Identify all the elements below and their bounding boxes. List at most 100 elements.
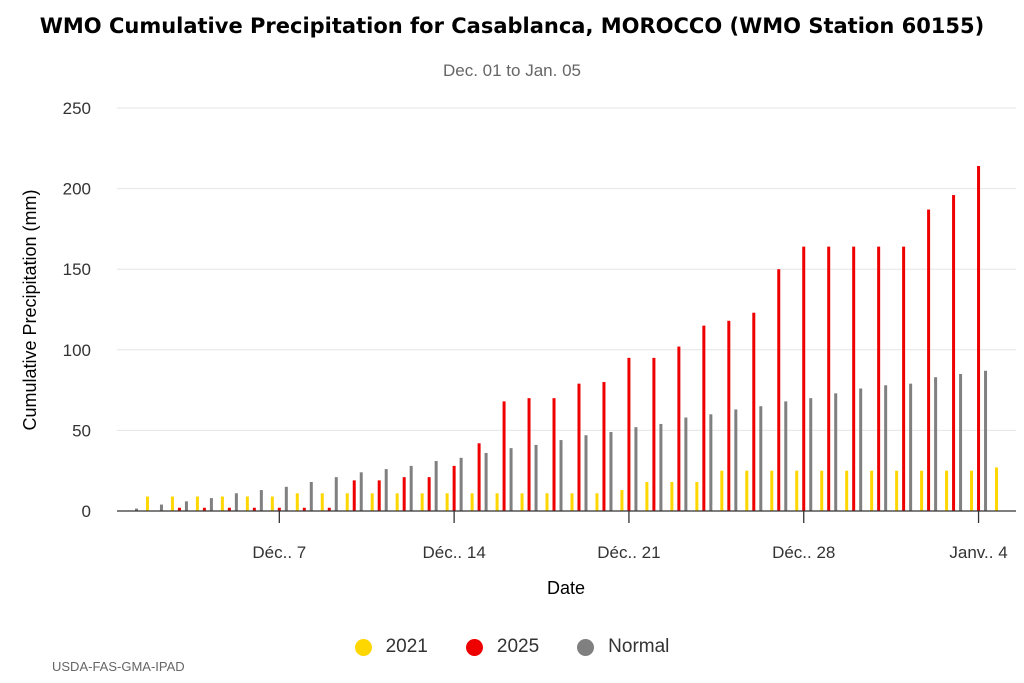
bar-2025-29[interactable] bbox=[827, 246, 831, 511]
bar-2021-28[interactable] bbox=[795, 470, 799, 511]
bar-2025-3[interactable] bbox=[177, 507, 181, 511]
bar-normal-23[interactable] bbox=[684, 417, 688, 511]
bar-2025-7[interactable] bbox=[277, 507, 281, 511]
bar-2025-19[interactable] bbox=[577, 383, 581, 511]
bar-2025-10[interactable] bbox=[352, 480, 356, 511]
bar-normal-31[interactable] bbox=[884, 385, 888, 511]
bar-normal-8[interactable] bbox=[309, 481, 313, 511]
bar-2021-8[interactable] bbox=[295, 493, 299, 511]
bar-2021-13[interactable] bbox=[420, 493, 424, 511]
bar-normal-14[interactable] bbox=[459, 457, 463, 511]
bar-2021-17[interactable] bbox=[520, 493, 524, 511]
bar-normal-13[interactable] bbox=[434, 461, 438, 511]
bar-normal-5[interactable] bbox=[234, 493, 238, 511]
bar-2021-31[interactable] bbox=[870, 470, 874, 511]
bar-normal-29[interactable] bbox=[834, 393, 838, 511]
bar-2025-14[interactable] bbox=[452, 465, 456, 511]
bar-normal-16[interactable] bbox=[509, 448, 513, 511]
bar-normal-7[interactable] bbox=[284, 486, 288, 511]
bar-2025-21[interactable] bbox=[627, 357, 631, 511]
bar-normal-20[interactable] bbox=[609, 432, 613, 511]
bar-2021-36[interactable] bbox=[995, 467, 999, 511]
bar-normal-12[interactable] bbox=[409, 465, 413, 511]
bar-2021-18[interactable] bbox=[545, 493, 549, 511]
bar-2021-5[interactable] bbox=[220, 496, 224, 511]
legend-item-2021[interactable]: 2021 bbox=[354, 636, 428, 658]
bar-2021-26[interactable] bbox=[745, 470, 749, 511]
bar-normal-33[interactable] bbox=[934, 377, 938, 511]
bar-normal-18[interactable] bbox=[559, 440, 563, 511]
bar-2025-16[interactable] bbox=[502, 401, 506, 511]
bar-normal-27[interactable] bbox=[784, 401, 788, 511]
bar-2025-24[interactable] bbox=[702, 325, 706, 511]
bar-normal-15[interactable] bbox=[484, 452, 488, 511]
legend-item-2025[interactable]: 2025 bbox=[465, 636, 539, 658]
bar-2021-9[interactable] bbox=[320, 493, 324, 511]
bar-2025-26[interactable] bbox=[752, 312, 756, 511]
bar-2025-31[interactable] bbox=[877, 246, 881, 511]
bar-normal-2[interactable] bbox=[159, 504, 163, 511]
bar-2021-2[interactable] bbox=[145, 496, 149, 511]
bar-normal-22[interactable] bbox=[659, 423, 663, 511]
bar-2021-25[interactable] bbox=[720, 470, 724, 511]
bar-normal-35[interactable] bbox=[984, 370, 988, 511]
legend-item-normal[interactable]: Normal bbox=[577, 636, 669, 658]
bar-2021-24[interactable] bbox=[695, 481, 699, 511]
bar-normal-28[interactable] bbox=[809, 398, 813, 511]
bar-normal-17[interactable] bbox=[534, 444, 538, 511]
bar-normal-24[interactable] bbox=[709, 414, 713, 511]
bar-2021-12[interactable] bbox=[395, 493, 399, 511]
bar-2025-5[interactable] bbox=[227, 507, 231, 511]
bar-2021-33[interactable] bbox=[920, 470, 924, 511]
bar-2025-25[interactable] bbox=[727, 320, 731, 511]
bar-2025-6[interactable] bbox=[252, 507, 256, 511]
bar-2021-7[interactable] bbox=[270, 496, 274, 511]
bar-normal-3[interactable] bbox=[184, 501, 188, 511]
bar-2021-23[interactable] bbox=[670, 481, 674, 511]
bar-2025-34[interactable] bbox=[952, 195, 956, 511]
bar-2021-27[interactable] bbox=[770, 470, 774, 511]
bar-2021-35[interactable] bbox=[970, 470, 974, 511]
bar-normal-9[interactable] bbox=[334, 477, 338, 511]
bar-2025-20[interactable] bbox=[602, 382, 606, 511]
bar-2025-11[interactable] bbox=[377, 480, 381, 511]
bar-normal-19[interactable] bbox=[584, 435, 588, 511]
bar-normal-11[interactable] bbox=[384, 469, 388, 511]
bar-2025-27[interactable] bbox=[777, 269, 781, 511]
bar-2021-14[interactable] bbox=[445, 493, 449, 511]
bar-normal-26[interactable] bbox=[759, 406, 763, 511]
bar-2025-17[interactable] bbox=[527, 398, 531, 511]
bar-2021-16[interactable] bbox=[495, 493, 499, 511]
bar-normal-1[interactable] bbox=[134, 508, 138, 511]
bar-2025-28[interactable] bbox=[802, 246, 806, 511]
bar-normal-30[interactable] bbox=[859, 388, 863, 511]
bar-normal-25[interactable] bbox=[734, 409, 738, 511]
bar-2021-11[interactable] bbox=[370, 493, 374, 511]
bar-normal-34[interactable] bbox=[959, 373, 963, 511]
bar-2021-19[interactable] bbox=[570, 493, 574, 511]
bar-normal-21[interactable] bbox=[634, 427, 638, 511]
bar-2025-15[interactable] bbox=[477, 443, 481, 511]
bar-normal-32[interactable] bbox=[909, 383, 913, 511]
bar-2021-3[interactable] bbox=[170, 496, 174, 511]
bar-2021-20[interactable] bbox=[595, 493, 599, 511]
bar-2021-21[interactable] bbox=[620, 490, 624, 511]
bar-2025-8[interactable] bbox=[302, 507, 306, 511]
bar-2025-33[interactable] bbox=[927, 209, 931, 511]
bar-2025-13[interactable] bbox=[427, 477, 431, 511]
bar-2025-9[interactable] bbox=[327, 507, 331, 511]
bar-2025-30[interactable] bbox=[852, 246, 856, 511]
bar-2021-4[interactable] bbox=[195, 496, 199, 511]
bar-2021-34[interactable] bbox=[945, 470, 949, 511]
bar-2025-18[interactable] bbox=[552, 398, 556, 511]
bar-2021-32[interactable] bbox=[895, 470, 899, 511]
bar-normal-10[interactable] bbox=[359, 472, 363, 511]
bar-normal-6[interactable] bbox=[259, 490, 263, 511]
bar-2025-32[interactable] bbox=[902, 246, 906, 511]
bar-2021-22[interactable] bbox=[645, 481, 649, 511]
bar-2025-23[interactable] bbox=[677, 346, 681, 511]
bar-2025-4[interactable] bbox=[202, 507, 206, 511]
bar-2025-22[interactable] bbox=[652, 357, 656, 511]
bar-normal-4[interactable] bbox=[209, 498, 213, 511]
bar-2025-35[interactable] bbox=[977, 166, 981, 512]
